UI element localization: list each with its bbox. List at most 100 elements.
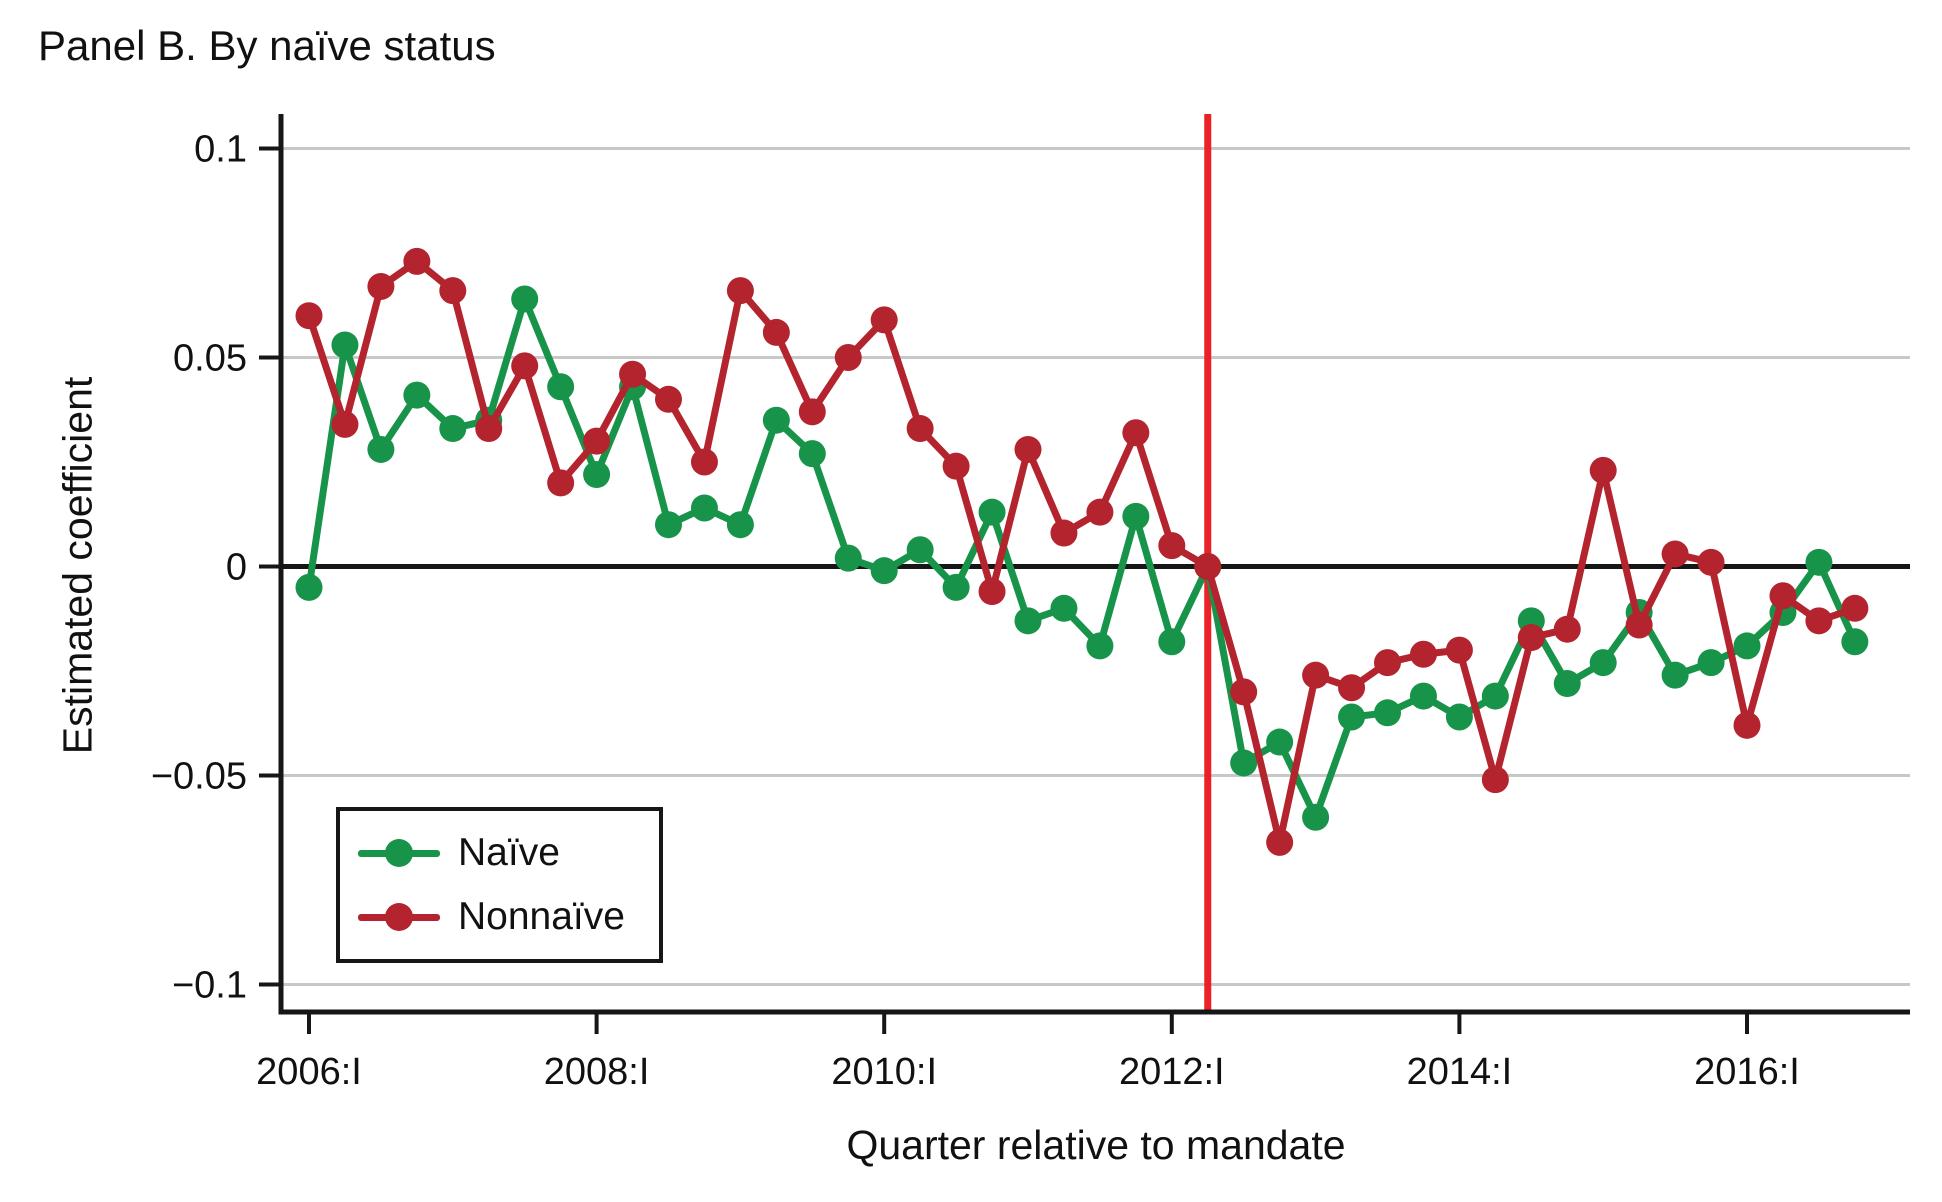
nonnaive-point-2012:II — [1194, 553, 1222, 580]
nonnaive-point-2008:III — [655, 385, 682, 413]
nonnaive-point-2007:IV — [547, 469, 575, 497]
y-tick-label: 0 — [226, 547, 247, 589]
y-tick-label: −0.1 — [172, 965, 247, 1007]
x-tick-label: 2016:I — [1694, 1051, 1800, 1093]
nonnaive-series-line — [305, 257, 1859, 846]
naive-point-2008:IV — [690, 494, 718, 522]
naive-point-2006:II — [331, 331, 359, 359]
nonnaive-point-2011:I — [1014, 435, 1042, 463]
naive-point-2008:I — [583, 461, 611, 489]
naive-point-2007:III — [511, 285, 539, 313]
nonnaive-point-2009:IV — [834, 344, 862, 371]
nonnaive-point-2009:I — [726, 277, 754, 305]
naive-point-2013:IV — [1409, 682, 1437, 710]
nonnaive-point-2008:II — [619, 360, 647, 388]
naive-point-2009:I — [726, 511, 754, 539]
nonnaive-point-2011:III — [1086, 498, 1114, 526]
naive-point-2006:I — [295, 573, 323, 601]
naive-point-2012:III — [1230, 749, 1258, 777]
naive-line-marker-icon — [358, 839, 440, 867]
naive-point-2014:IV — [1553, 670, 1581, 698]
nonnaive-point-2010:IV — [978, 578, 1006, 606]
naive-point-2015:IV — [1697, 649, 1725, 677]
naive-point-2011:II — [1050, 594, 1078, 622]
nonnaive-point-2011:II — [1050, 519, 1078, 547]
nonnaive-point-2006:I — [295, 302, 323, 330]
naive-point-2011:III — [1086, 632, 1114, 660]
nonnaive-point-2006:II — [331, 410, 359, 438]
naive-point-2013:III — [1374, 699, 1401, 727]
nonnaive-point-2007:III — [511, 352, 539, 380]
x-tick-label: 2014:I — [1407, 1051, 1513, 1093]
naive-point-2010:III — [942, 573, 970, 601]
legend-label-naive: Naïve — [458, 831, 560, 874]
nonnaive-point-2012:III — [1230, 678, 1258, 706]
nonnaive-point-2016:IV — [1841, 594, 1869, 622]
naive-point-2016:III — [1805, 548, 1833, 576]
legend-item-nonnaive: Nonnaïve — [340, 895, 659, 939]
nonnaive-point-2015:II — [1625, 611, 1653, 639]
naive-point-2010:II — [906, 536, 934, 564]
x-axis-title: Quarter relative to mandate — [846, 1122, 1346, 1168]
panel-title: Panel B. By naïve status — [38, 22, 496, 69]
nonnaive-point-2006:IV — [403, 247, 431, 275]
naive-point-2012:IV — [1266, 728, 1294, 756]
nonnaive-point-2014:I — [1445, 636, 1473, 664]
y-tick-label: 0.05 — [173, 338, 247, 380]
nonnaive-point-2013:II — [1338, 674, 1366, 702]
nonnaive-point-2008:IV — [690, 448, 718, 476]
naive-point-2009:II — [762, 406, 790, 434]
nonnaive-point-2006:III — [367, 272, 395, 300]
nonnaive-line-marker-icon — [358, 903, 440, 931]
nonnaive-point-2015:I — [1589, 456, 1617, 484]
naive-point-2014:I — [1445, 703, 1473, 731]
x-tick-label: 2006:I — [256, 1051, 362, 1093]
legend: Naïve Nonnaïve — [336, 807, 663, 963]
nonnaive-point-2013:IV — [1409, 640, 1437, 668]
nonnaive-point-2015:III — [1661, 540, 1689, 568]
naive-point-2013:II — [1338, 703, 1366, 731]
naive-point-2007:IV — [547, 373, 575, 401]
naive-point-2006:IV — [403, 381, 431, 409]
nonnaive-point-2010:III — [942, 452, 970, 480]
nonnaive-point-2013:I — [1302, 661, 1330, 689]
naive-point-2015:III — [1661, 661, 1689, 689]
x-tick-label: 2010:I — [831, 1051, 937, 1093]
naive-point-2009:IV — [834, 544, 862, 572]
nonnaive-point-2010:II — [906, 415, 934, 443]
naive-point-2016:IV — [1841, 628, 1869, 656]
nonnaive-point-2014:II — [1481, 766, 1509, 794]
naive-point-2015:I — [1589, 649, 1617, 677]
x-tick-label: 2012:I — [1119, 1051, 1225, 1093]
nonnaive-point-2016:III — [1805, 607, 1833, 635]
naive-point-2010:I — [870, 557, 898, 585]
nonnaive-point-2009:III — [798, 398, 826, 426]
nonnaive-point-2010:I — [870, 306, 898, 334]
nonnaive-point-2007:II — [475, 415, 503, 443]
naive-point-2008:III — [655, 511, 682, 539]
y-tick-label: 0.1 — [194, 129, 247, 171]
naive-point-2006:III — [367, 435, 395, 463]
nonnaive-point-2013:III — [1374, 649, 1401, 677]
legend-item-naive: Naïve — [340, 831, 659, 875]
naive-point-2011:I — [1014, 607, 1042, 635]
nonnaive-point-2009:II — [762, 318, 790, 346]
naive-point-2009:III — [798, 440, 826, 468]
nonnaive-point-2016:II — [1769, 582, 1797, 610]
nonnaive-point-2007:I — [439, 277, 467, 305]
nonnaive-point-2015:IV — [1697, 548, 1725, 576]
naive-point-2013:I — [1302, 803, 1330, 831]
x-tick-label: 2008:I — [544, 1051, 650, 1093]
nonnaive-point-2014:IV — [1553, 615, 1581, 643]
nonnaive-point-2014:III — [1517, 624, 1545, 652]
nonnaive-point-2012:I — [1158, 532, 1186, 560]
naive-point-2010:IV — [978, 498, 1006, 526]
naive-point-2012:I — [1158, 628, 1186, 656]
naive-point-2007:I — [439, 415, 467, 443]
nonnaive-point-2016:I — [1733, 711, 1761, 739]
y-tick-label: −0.05 — [151, 756, 247, 798]
naive-point-2014:II — [1481, 682, 1509, 710]
nonnaive-point-2011:IV — [1122, 419, 1150, 447]
